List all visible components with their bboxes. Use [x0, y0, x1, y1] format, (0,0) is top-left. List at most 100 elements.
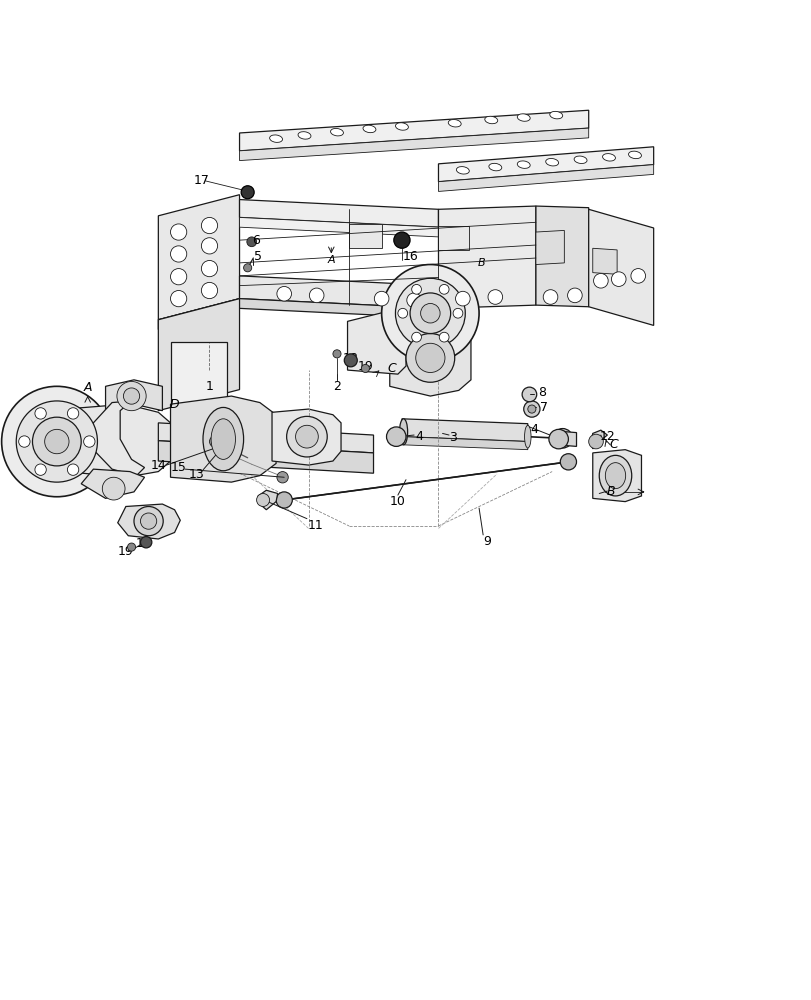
Circle shape: [35, 464, 46, 475]
Ellipse shape: [363, 125, 375, 133]
Polygon shape: [272, 409, 341, 465]
Polygon shape: [438, 165, 653, 191]
Circle shape: [487, 290, 502, 304]
Circle shape: [548, 429, 568, 449]
Circle shape: [127, 543, 135, 551]
Circle shape: [256, 494, 269, 506]
Circle shape: [67, 408, 79, 419]
Circle shape: [140, 537, 152, 548]
Ellipse shape: [628, 151, 641, 159]
Text: 14: 14: [150, 459, 166, 472]
Polygon shape: [239, 276, 438, 308]
Ellipse shape: [395, 123, 408, 130]
Text: 1: 1: [205, 380, 213, 393]
Circle shape: [19, 436, 30, 447]
Polygon shape: [170, 396, 276, 482]
Polygon shape: [556, 431, 576, 446]
Circle shape: [397, 308, 407, 318]
Polygon shape: [401, 419, 527, 442]
Text: 19: 19: [357, 360, 373, 373]
Polygon shape: [258, 490, 277, 510]
Circle shape: [453, 308, 462, 318]
Text: 10: 10: [389, 495, 406, 508]
Polygon shape: [239, 128, 588, 161]
Polygon shape: [349, 224, 381, 248]
Text: 18: 18: [135, 537, 152, 550]
Circle shape: [170, 224, 187, 240]
Ellipse shape: [599, 455, 631, 496]
Circle shape: [521, 387, 536, 402]
Circle shape: [247, 237, 256, 247]
Circle shape: [134, 506, 163, 536]
Circle shape: [523, 401, 539, 417]
Text: 3: 3: [448, 431, 457, 444]
Circle shape: [241, 186, 254, 199]
Circle shape: [117, 381, 146, 411]
Text: 2: 2: [333, 380, 341, 393]
Polygon shape: [65, 404, 170, 477]
Ellipse shape: [488, 163, 501, 171]
Text: 8: 8: [538, 386, 546, 399]
Circle shape: [295, 425, 318, 448]
Polygon shape: [438, 147, 653, 182]
Ellipse shape: [545, 158, 558, 166]
Circle shape: [123, 388, 139, 404]
Circle shape: [543, 290, 557, 304]
Ellipse shape: [484, 116, 497, 124]
Polygon shape: [535, 206, 588, 307]
Circle shape: [277, 472, 288, 483]
Circle shape: [309, 288, 324, 303]
Polygon shape: [105, 380, 162, 412]
Circle shape: [201, 217, 217, 234]
Circle shape: [415, 343, 444, 373]
Ellipse shape: [330, 128, 343, 136]
Text: 18: 18: [342, 352, 358, 365]
Circle shape: [201, 260, 217, 277]
Circle shape: [552, 429, 572, 448]
Text: 11: 11: [307, 519, 323, 532]
Circle shape: [276, 492, 292, 508]
Circle shape: [170, 269, 187, 285]
Circle shape: [361, 364, 369, 373]
Polygon shape: [118, 504, 180, 539]
Text: 17: 17: [193, 174, 209, 187]
Circle shape: [420, 303, 440, 323]
Text: 4: 4: [415, 430, 423, 443]
Circle shape: [201, 238, 217, 254]
Circle shape: [411, 284, 421, 294]
Circle shape: [201, 282, 217, 299]
Ellipse shape: [602, 154, 615, 161]
Text: D: D: [169, 398, 179, 411]
Polygon shape: [590, 430, 607, 449]
Circle shape: [527, 405, 535, 413]
Text: 5: 5: [254, 250, 262, 263]
Circle shape: [277, 286, 291, 301]
Circle shape: [386, 427, 406, 446]
Polygon shape: [170, 342, 227, 411]
Circle shape: [140, 513, 157, 529]
Circle shape: [344, 354, 357, 367]
Circle shape: [411, 332, 421, 342]
Polygon shape: [158, 299, 239, 411]
Text: 6: 6: [251, 234, 260, 247]
Polygon shape: [389, 320, 470, 396]
Polygon shape: [158, 423, 373, 453]
Text: 12: 12: [599, 430, 615, 443]
Circle shape: [588, 434, 603, 449]
Circle shape: [439, 332, 448, 342]
Text: C: C: [609, 438, 617, 451]
Circle shape: [611, 272, 625, 286]
Ellipse shape: [203, 407, 243, 471]
Polygon shape: [592, 248, 616, 274]
Ellipse shape: [524, 425, 530, 448]
Circle shape: [16, 401, 97, 482]
Circle shape: [102, 477, 125, 500]
Circle shape: [630, 269, 645, 283]
Polygon shape: [592, 450, 641, 502]
Polygon shape: [588, 209, 653, 325]
Polygon shape: [81, 469, 144, 498]
Circle shape: [170, 246, 187, 262]
Polygon shape: [438, 206, 535, 308]
Circle shape: [84, 436, 95, 447]
Text: B: B: [606, 485, 614, 498]
